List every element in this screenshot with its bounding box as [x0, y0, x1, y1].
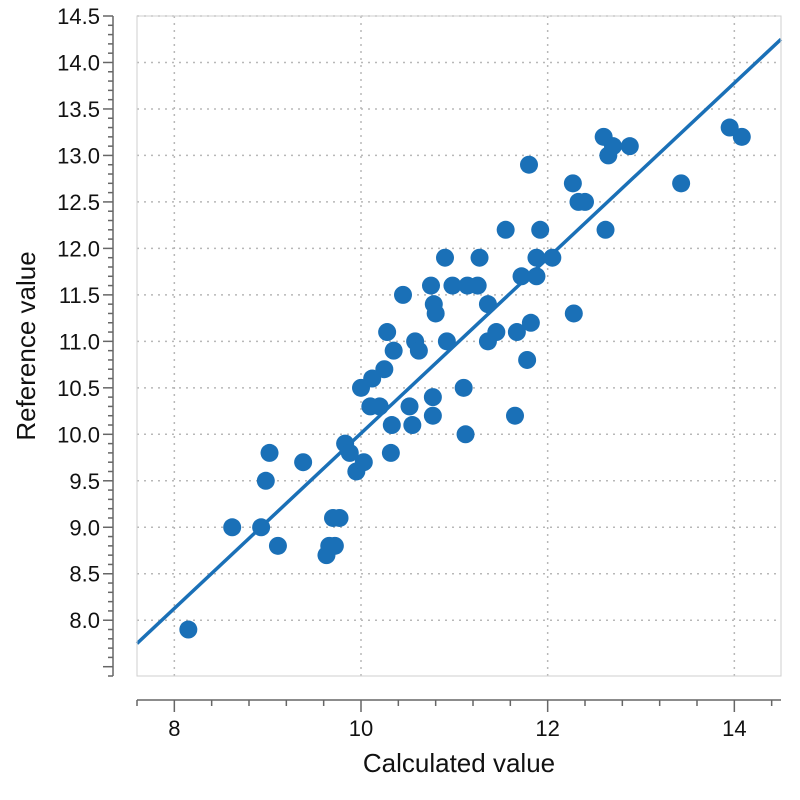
data-point [179, 620, 198, 639]
data-point [260, 443, 279, 462]
x-axis-tick-labels: 8 10 12 14 [168, 716, 746, 741]
data-point [456, 425, 475, 444]
data-point [354, 453, 373, 472]
x-axis-title: Calculated value [363, 748, 555, 778]
data-point [543, 248, 562, 267]
data-point [381, 443, 400, 462]
data-point [294, 453, 313, 472]
data-point [507, 323, 526, 342]
data-point [375, 360, 394, 379]
grid-lines [137, 15, 781, 676]
data-point [518, 350, 537, 369]
data-point [422, 276, 440, 295]
data-point [604, 137, 622, 156]
data-point [378, 323, 397, 342]
data-point [468, 276, 487, 295]
data-point [520, 155, 538, 174]
data-point [363, 369, 382, 388]
regression-line [135, 37, 783, 645]
data-point [268, 536, 287, 555]
data-point [423, 406, 442, 425]
data-point [454, 378, 473, 397]
x-axis-ticks [136, 699, 781, 712]
data-point [223, 518, 242, 537]
y-tick-label: 9.5 [69, 469, 100, 494]
x-tick-label: 14 [722, 716, 746, 741]
data-point [564, 304, 583, 323]
data-point [382, 416, 401, 435]
data-point [563, 174, 582, 193]
data-point [384, 341, 403, 360]
y-tick-label: 12.5 [57, 190, 100, 215]
y-tick-label: 13.0 [57, 143, 100, 168]
plot-frame [136, 15, 782, 677]
data-point [527, 248, 546, 267]
y-tick-label: 14.5 [57, 4, 100, 29]
data-point [436, 248, 454, 267]
y-tick-label: 13.5 [57, 97, 100, 122]
data-point [330, 508, 349, 527]
y-tick-label: 8.0 [69, 608, 100, 633]
data-point [409, 341, 428, 360]
x-tick-label: 8 [168, 716, 180, 741]
data-point [620, 137, 639, 156]
data-point [576, 192, 594, 211]
data-point [256, 471, 275, 490]
data-point [487, 323, 506, 342]
data-point [720, 118, 739, 137]
y-tick-label: 14.0 [57, 50, 100, 75]
x-tick-label: 12 [535, 716, 559, 741]
data-point [531, 220, 550, 239]
y-tick-label: 8.5 [69, 562, 100, 587]
data-point [426, 304, 445, 323]
data-point [394, 285, 412, 304]
y-tick-label: 10.5 [57, 376, 100, 401]
y-axis-title: Reference value [11, 251, 41, 440]
data-point [370, 397, 389, 416]
data-point [478, 295, 497, 314]
y-tick-label: 12.0 [57, 236, 100, 261]
y-tick-label: 11.5 [59, 283, 100, 308]
data-point [325, 536, 344, 555]
data-point [521, 313, 540, 332]
data-point [400, 397, 419, 416]
x-tick-label: 10 [349, 716, 373, 741]
data-point [496, 220, 515, 239]
data-point [527, 267, 546, 286]
data-point [403, 416, 422, 435]
data-point [506, 406, 524, 425]
data-point [340, 443, 359, 462]
data-points [179, 118, 751, 639]
data-point [437, 332, 456, 351]
data-point [732, 127, 751, 146]
data-point [423, 388, 442, 407]
y-tick-label: 11.0 [59, 329, 100, 354]
y-axis-tick-labels: 8.0 8.5 9.0 9.5 10.0 10.5 11.0 11.5 12.0 12.5 13.0… [57, 4, 100, 633]
data-point [470, 248, 489, 267]
data-point [672, 174, 691, 193]
y-axis-ticks [103, 15, 114, 677]
data-point [443, 276, 462, 295]
data-point [596, 220, 615, 239]
y-tick-label: 9.0 [69, 515, 100, 540]
data-point [252, 518, 271, 537]
y-tick-label: 10.0 [57, 422, 100, 447]
data-point [512, 267, 531, 286]
